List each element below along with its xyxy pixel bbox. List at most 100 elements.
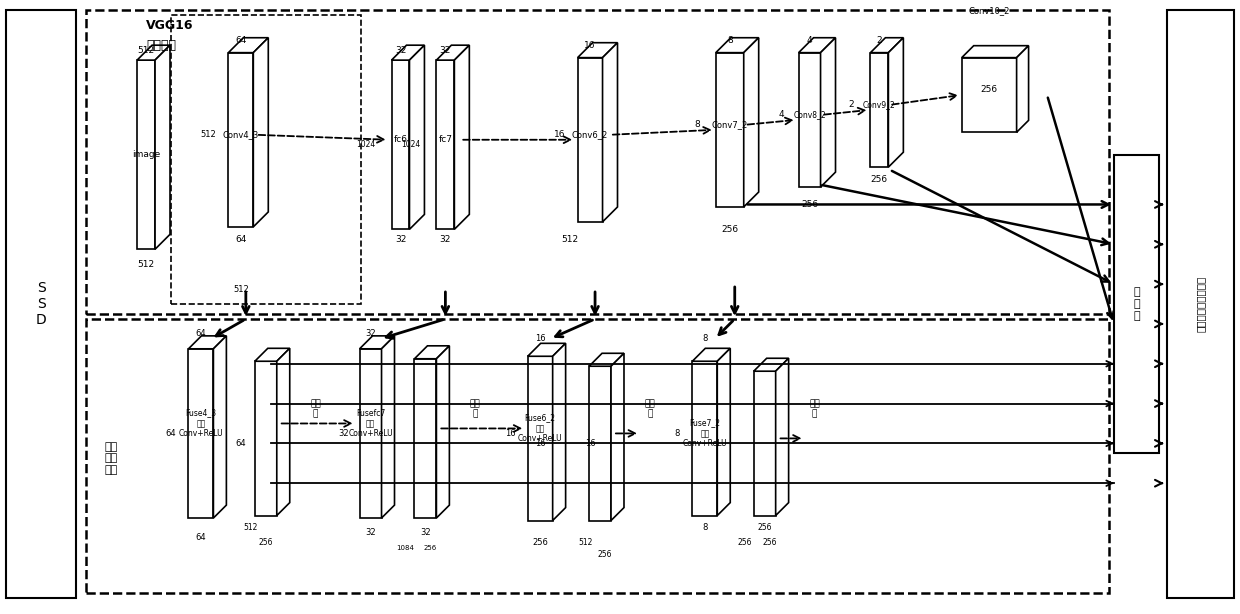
- Text: 64: 64: [196, 329, 206, 338]
- Text: 512: 512: [200, 130, 216, 139]
- Text: 256: 256: [598, 550, 613, 559]
- Polygon shape: [138, 60, 155, 249]
- Text: S
S
D: S S D: [36, 281, 47, 327]
- Text: 2: 2: [877, 36, 882, 45]
- Polygon shape: [888, 37, 904, 167]
- Polygon shape: [578, 43, 618, 58]
- Polygon shape: [436, 346, 449, 518]
- Text: 256: 256: [259, 538, 273, 548]
- Polygon shape: [589, 366, 611, 521]
- Text: 上采
样: 上采 样: [310, 399, 321, 418]
- Text: 256: 256: [424, 545, 436, 551]
- Text: 8: 8: [694, 120, 699, 130]
- Polygon shape: [962, 58, 1017, 132]
- Polygon shape: [213, 336, 227, 518]
- Text: 8: 8: [727, 36, 733, 45]
- Polygon shape: [692, 361, 717, 516]
- Text: 上采
样: 上采 样: [470, 399, 481, 418]
- Polygon shape: [776, 358, 789, 516]
- Polygon shape: [553, 343, 565, 521]
- Text: 16: 16: [553, 130, 565, 139]
- Bar: [1167, 10, 1234, 597]
- Text: 32: 32: [366, 329, 376, 338]
- Bar: [87, 10, 1109, 314]
- Text: Fuse4_3
降维
Conv+ReLU: Fuse4_3 降维 Conv+ReLU: [179, 408, 223, 438]
- Text: 卷积部分: 卷积部分: [146, 39, 176, 52]
- Text: 32: 32: [394, 45, 407, 55]
- Text: 512: 512: [243, 524, 258, 532]
- Text: 16: 16: [534, 439, 546, 448]
- Text: 512: 512: [562, 235, 579, 244]
- Text: 256: 256: [738, 538, 751, 548]
- Polygon shape: [360, 349, 382, 518]
- Text: Fuse7_2
降维
Conv+ReLU: Fuse7_2 降维 Conv+ReLU: [682, 419, 727, 448]
- Text: image: image: [131, 150, 160, 159]
- Text: Conv10_2: Conv10_2: [968, 6, 1009, 15]
- Polygon shape: [611, 353, 624, 521]
- Text: 256: 256: [870, 175, 888, 184]
- Text: 1024: 1024: [356, 140, 376, 149]
- Text: Conv4_3: Conv4_3: [223, 130, 259, 139]
- Polygon shape: [754, 358, 789, 371]
- Polygon shape: [228, 53, 253, 227]
- Polygon shape: [409, 45, 424, 230]
- Text: Conv8_2: Conv8_2: [794, 111, 826, 119]
- Text: 32: 32: [440, 235, 451, 244]
- Polygon shape: [138, 45, 170, 60]
- Text: 256: 256: [722, 225, 738, 234]
- Text: 32: 32: [366, 529, 376, 537]
- Text: Conv6_2: Conv6_2: [572, 130, 608, 139]
- Polygon shape: [360, 336, 394, 349]
- Bar: [6, 10, 76, 597]
- Bar: [1114, 155, 1159, 453]
- Text: 8: 8: [702, 524, 708, 532]
- Polygon shape: [1017, 45, 1029, 132]
- Text: 64: 64: [165, 429, 176, 438]
- Text: 64: 64: [236, 235, 247, 244]
- Text: VGG16: VGG16: [146, 19, 193, 32]
- Text: 4: 4: [779, 111, 785, 119]
- Text: 16: 16: [534, 335, 546, 343]
- Polygon shape: [744, 37, 759, 207]
- Text: 256: 256: [801, 200, 818, 209]
- Polygon shape: [414, 346, 449, 359]
- Polygon shape: [799, 37, 836, 53]
- Text: 8: 8: [702, 335, 708, 343]
- Polygon shape: [603, 43, 618, 222]
- Bar: [171, 15, 361, 304]
- Polygon shape: [155, 45, 170, 249]
- Polygon shape: [715, 53, 744, 207]
- Polygon shape: [277, 348, 290, 516]
- Polygon shape: [962, 45, 1029, 58]
- Text: 512: 512: [578, 538, 593, 548]
- Polygon shape: [414, 359, 436, 518]
- Text: 16: 16: [505, 429, 516, 438]
- Text: 32: 32: [339, 429, 348, 438]
- Polygon shape: [392, 45, 424, 60]
- Text: 64: 64: [196, 534, 206, 542]
- Text: 16: 16: [584, 41, 595, 50]
- Polygon shape: [188, 336, 227, 349]
- Text: Fuse6_2
降维
Conv+ReLU: Fuse6_2 降维 Conv+ReLU: [518, 414, 563, 443]
- Polygon shape: [528, 343, 565, 356]
- Bar: [87, 319, 1109, 593]
- Text: fc7: fc7: [439, 135, 453, 144]
- Text: 32: 32: [420, 529, 430, 537]
- Text: 32: 32: [440, 45, 451, 55]
- Text: Fusefc7
降维
Conv+ReLU: Fusefc7 降维 Conv+ReLU: [348, 408, 393, 438]
- Text: 8: 8: [675, 429, 680, 438]
- Text: 2: 2: [849, 101, 854, 109]
- Text: 4: 4: [807, 36, 812, 45]
- Polygon shape: [188, 349, 213, 518]
- Text: 256: 256: [763, 538, 777, 548]
- Polygon shape: [692, 348, 730, 361]
- Text: Conv9_2: Conv9_2: [863, 101, 895, 109]
- Text: 上采
样: 上采 样: [645, 399, 655, 418]
- Polygon shape: [436, 45, 469, 60]
- Text: 512: 512: [233, 284, 249, 293]
- Polygon shape: [821, 37, 836, 187]
- Text: Conv7_2: Conv7_2: [712, 120, 748, 130]
- Polygon shape: [254, 361, 277, 516]
- Text: 64: 64: [236, 439, 246, 448]
- Text: 32: 32: [394, 235, 407, 244]
